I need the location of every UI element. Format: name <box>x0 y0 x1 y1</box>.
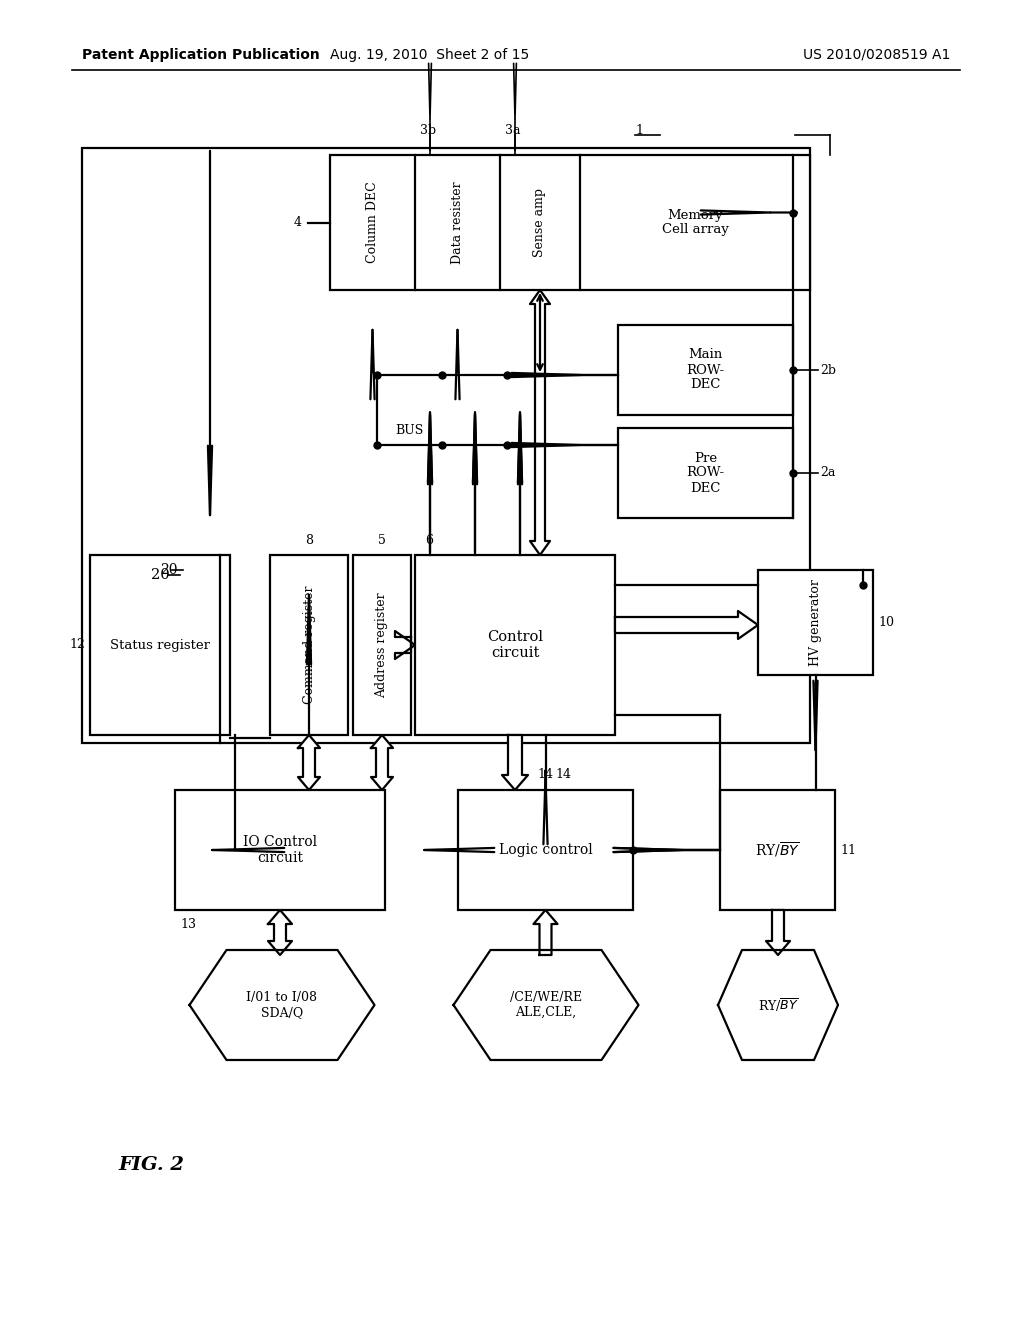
Polygon shape <box>268 909 292 954</box>
Polygon shape <box>502 735 528 789</box>
Text: Patent Application Publication: Patent Application Publication <box>82 48 319 62</box>
Polygon shape <box>615 611 758 639</box>
Polygon shape <box>534 909 557 954</box>
Polygon shape <box>395 631 415 659</box>
Text: 8: 8 <box>305 533 313 546</box>
Text: I/01 to I/08
SDA/Q: I/01 to I/08 SDA/Q <box>247 991 317 1019</box>
Bar <box>82 148 810 743</box>
Text: 14: 14 <box>538 768 554 781</box>
Text: BUS: BUS <box>395 424 423 437</box>
Text: 10: 10 <box>878 616 894 630</box>
Bar <box>330 154 810 290</box>
Text: 13: 13 <box>180 919 196 932</box>
Text: 1: 1 <box>635 124 643 136</box>
Text: 12: 12 <box>70 639 85 652</box>
Text: 2b: 2b <box>820 363 836 376</box>
Bar <box>415 554 615 735</box>
Polygon shape <box>530 290 550 375</box>
Text: RY/$\overline{BY}$: RY/$\overline{BY}$ <box>755 841 800 859</box>
Text: Data resister: Data resister <box>451 181 464 264</box>
Bar <box>458 789 633 909</box>
Text: Sense amp: Sense amp <box>534 187 547 257</box>
Text: Main
ROW-
DEC: Main ROW- DEC <box>686 348 725 392</box>
Bar <box>353 554 411 735</box>
Bar <box>270 554 348 735</box>
Bar <box>90 554 230 735</box>
Polygon shape <box>371 735 393 789</box>
Polygon shape <box>766 909 790 954</box>
Text: 11: 11 <box>840 843 856 857</box>
Text: RY/$\overline{BY}$: RY/$\overline{BY}$ <box>758 997 799 1014</box>
Text: HV generator: HV generator <box>809 579 822 665</box>
Polygon shape <box>530 375 550 554</box>
Text: Memory
Cell array: Memory Cell array <box>662 209 728 236</box>
Text: 3a: 3a <box>505 124 520 136</box>
Text: 5: 5 <box>378 533 386 546</box>
Text: 20: 20 <box>160 564 177 577</box>
Text: Logic control: Logic control <box>499 843 592 857</box>
Bar <box>618 325 793 414</box>
Text: 3b: 3b <box>420 124 436 136</box>
Text: US 2010/0208519 A1: US 2010/0208519 A1 <box>803 48 950 62</box>
Text: FIG. 2: FIG. 2 <box>118 1156 184 1173</box>
Text: Pre
ROW-
DEC: Pre ROW- DEC <box>686 451 725 495</box>
Text: Aug. 19, 2010  Sheet 2 of 15: Aug. 19, 2010 Sheet 2 of 15 <box>331 48 529 62</box>
Text: /CE/WE/RE
ALE,CLE,: /CE/WE/RE ALE,CLE, <box>510 991 582 1019</box>
Bar <box>175 789 385 909</box>
Polygon shape <box>454 950 639 1060</box>
Text: 6: 6 <box>425 533 433 546</box>
Text: Column DEC: Column DEC <box>366 182 379 264</box>
Text: 20: 20 <box>151 568 169 582</box>
Text: Address register: Address register <box>376 593 388 698</box>
Text: Status register: Status register <box>110 639 210 652</box>
Text: 2a: 2a <box>820 466 836 479</box>
Polygon shape <box>298 735 319 789</box>
Bar <box>720 789 835 909</box>
Text: 4: 4 <box>294 216 302 228</box>
Polygon shape <box>189 950 375 1060</box>
Bar <box>758 570 873 675</box>
Text: 14: 14 <box>555 768 571 781</box>
Text: Command register: Command register <box>302 586 315 705</box>
Text: Control
circuit: Control circuit <box>487 630 543 660</box>
Bar <box>618 428 793 517</box>
Polygon shape <box>718 950 838 1060</box>
Text: IO Control
circuit: IO Control circuit <box>243 836 317 865</box>
